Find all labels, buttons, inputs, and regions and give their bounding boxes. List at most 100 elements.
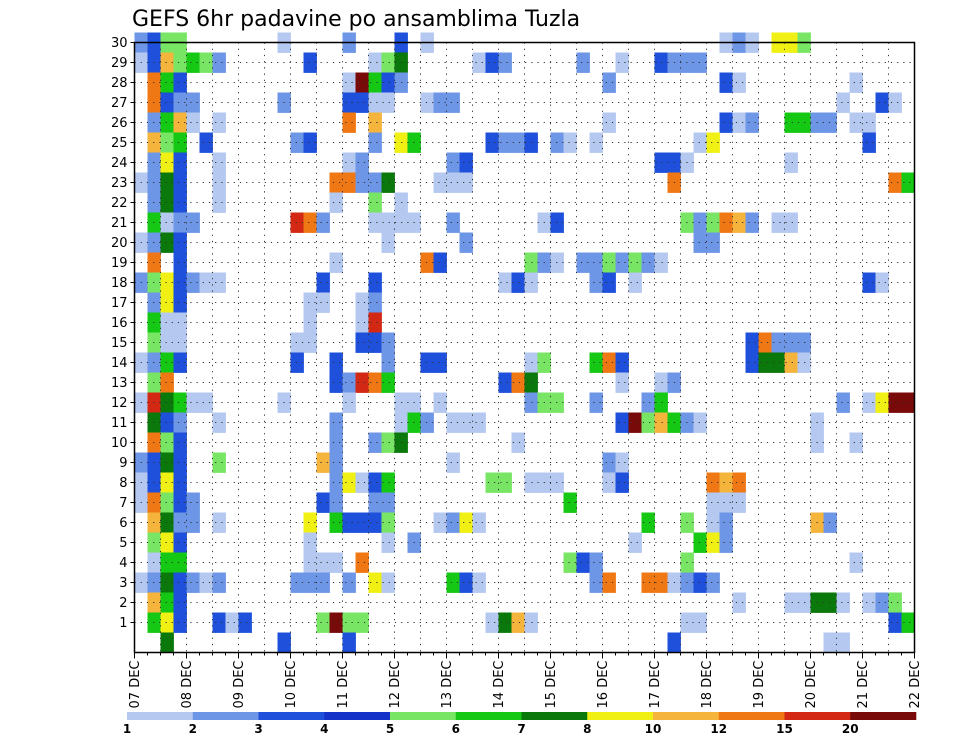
legend-swatch	[324, 712, 391, 720]
heatmap-cell	[303, 572, 317, 593]
heatmap-cell	[173, 132, 187, 153]
x-tick-label: 14 DEC	[492, 661, 507, 709]
heatmap-cell	[160, 312, 174, 333]
y-tick-label: 28	[111, 76, 128, 91]
heatmap-cell	[511, 612, 525, 633]
heatmap-cell	[745, 112, 759, 133]
heatmap-cell	[589, 572, 603, 593]
heatmap-cell	[173, 412, 187, 433]
heatmap-cell	[433, 172, 447, 193]
heatmap-cell	[823, 632, 837, 653]
heatmap-cell	[355, 612, 369, 633]
heatmap-cell	[433, 252, 447, 273]
heatmap-cell	[459, 152, 473, 173]
heatmap-cell	[485, 472, 499, 493]
heatmap-cell	[823, 592, 837, 613]
heatmap-cell	[316, 572, 330, 593]
heatmap-cell	[498, 132, 512, 153]
x-tick-label: 10 DEC	[284, 661, 299, 709]
heatmap-cell	[641, 512, 655, 533]
y-tick-label: 26	[111, 116, 128, 131]
heatmap-cell	[589, 132, 603, 153]
heatmap-cell	[459, 232, 473, 253]
heatmap-cell	[368, 132, 382, 153]
heatmap-cell	[329, 252, 343, 273]
heatmap-cell	[784, 152, 798, 173]
y-tick-label: 10	[111, 436, 128, 451]
heatmap-cell	[329, 552, 343, 573]
heatmap-cell	[329, 192, 343, 213]
heatmap-cell	[212, 452, 226, 473]
heatmap-cell	[706, 472, 720, 493]
legend-swatch	[390, 712, 457, 720]
y-tick-label: 9	[119, 456, 127, 471]
heatmap-cell	[303, 312, 317, 333]
heatmap-cells	[134, 32, 915, 653]
y-tick-label: 12	[111, 396, 128, 411]
heatmap-cell	[368, 512, 382, 533]
y-tick-label: 15	[111, 336, 128, 351]
heatmap-cell	[212, 112, 226, 133]
heatmap-cell	[498, 372, 512, 393]
heatmap-cell	[355, 292, 369, 313]
heatmap-cell	[771, 212, 785, 233]
heatmap-cell	[173, 452, 187, 473]
heatmap-cell	[160, 552, 174, 573]
heatmap-cell	[342, 92, 356, 113]
heatmap-cell	[342, 172, 356, 193]
x-tick-label: 15 DEC	[544, 661, 559, 709]
heatmap-cell	[433, 392, 447, 413]
heatmap-cell	[628, 252, 642, 273]
heatmap-cell	[186, 392, 200, 413]
heatmap-cell	[602, 352, 616, 373]
heatmap-cell	[381, 52, 395, 73]
heatmap-cell	[381, 572, 395, 593]
heatmap-cell	[888, 592, 902, 613]
legend-label: 12	[710, 722, 727, 736]
heatmap-cell	[316, 552, 330, 573]
x-tick-label: 11 DEC	[336, 661, 351, 709]
y-tick-label: 11	[111, 416, 128, 431]
legend-label: 4	[320, 722, 328, 736]
heatmap-cell	[381, 532, 395, 553]
legend-label: 5	[386, 722, 394, 736]
legend-label: 15	[776, 722, 793, 736]
y-tick-label: 16	[111, 316, 128, 331]
heatmap-cell	[316, 292, 330, 313]
heatmap-cell	[836, 392, 850, 413]
y-tick-label: 14	[111, 356, 128, 371]
heatmap-cell	[342, 152, 356, 173]
x-tick-label: 07 DEC	[128, 661, 143, 709]
heatmap-cell	[485, 52, 499, 73]
heatmap-cell	[290, 132, 304, 153]
heatmap-cell	[589, 552, 603, 573]
heatmap-cell	[160, 52, 174, 73]
x-tick-label: 20 DEC	[804, 661, 819, 709]
heatmap-cell	[160, 372, 174, 393]
x-axis: 07 DEC 08 DEC 09 DEC 10 DEC 11 DEC 12 DEC 13 D…	[128, 652, 923, 709]
x-tick-label: 22 DEC	[908, 661, 923, 709]
heatmap-cell	[641, 572, 655, 593]
x-tick-label: 13 DEC	[440, 661, 455, 709]
heatmap-cell	[719, 72, 733, 93]
heatmap-cell	[875, 272, 889, 293]
x-tick-label: 16 DEC	[596, 661, 611, 709]
heatmap-cell	[290, 352, 304, 373]
heatmap-cell	[719, 512, 733, 533]
heatmap-cell	[459, 172, 473, 193]
heatmap-cell	[433, 92, 447, 113]
heatmap-cell	[173, 532, 187, 553]
heatmap-cell	[329, 352, 343, 373]
heatmap-cell	[524, 472, 538, 493]
heatmap-cell	[160, 292, 174, 313]
heatmap-cell	[173, 112, 187, 133]
heatmap-cell	[329, 512, 343, 533]
heatmap-cell	[368, 472, 382, 493]
heatmap-cell	[602, 572, 616, 593]
heatmap-cell	[381, 92, 395, 113]
heatmap-cell	[823, 112, 837, 133]
heatmap-cell	[498, 52, 512, 73]
heatmap-cell	[212, 172, 226, 193]
heatmap-cell	[160, 532, 174, 553]
y-tick-label: 13	[111, 376, 128, 391]
